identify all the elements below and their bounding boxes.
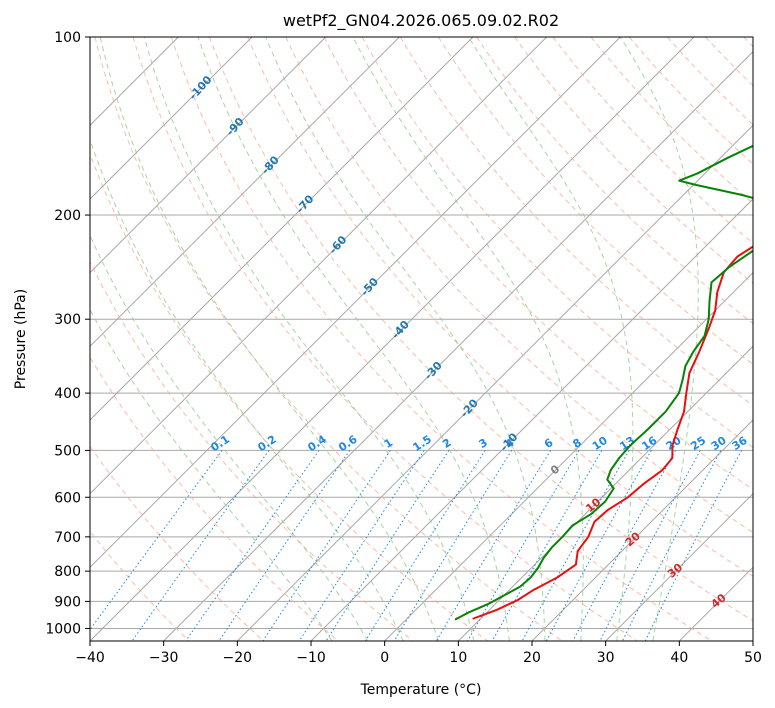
dry-adiabat-line: [628, 37, 753, 165]
dewpoint-profile-line: [454, 144, 753, 621]
moist-adiabat-line: [619, 37, 699, 641]
isotherm-line: [90, 37, 400, 348]
mixing-ratio-line: [90, 450, 223, 631]
y-tick-label: 700: [54, 530, 81, 546]
isotherm-line: [236, 124, 753, 641]
x-tick-label: 40: [670, 650, 688, 666]
y-axis-label: Pressure (hPa): [13, 289, 29, 389]
sounding-profiles: [454, 144, 753, 621]
y-tick-label: 200: [54, 208, 81, 224]
moist-adiabat-line: [265, 37, 546, 641]
mixing-ratio-line: [545, 450, 652, 641]
mixing-ratio-line: [572, 450, 676, 641]
mixing-ratio-line: [393, 450, 513, 641]
isotherm-line: [163, 50, 753, 641]
dry-adiabat-line: [209, 37, 753, 622]
dry-adiabat-line: [94, 37, 563, 641]
mixing-ratio-line: [364, 450, 486, 641]
isotherm-line: [90, 37, 548, 495]
dry-adiabat-line: [90, 260, 414, 641]
dry-adiabat-lines: [90, 37, 753, 641]
mixing-ratio-line: [185, 450, 320, 641]
x-tick-label: 0: [380, 650, 389, 666]
x-tick-label: 10: [449, 650, 467, 666]
isotherm-line: [90, 37, 621, 569]
x-axis-label: Temperature (°C): [360, 682, 482, 698]
mixing-ratio-line: [621, 450, 722, 641]
x-axis-ticks: −40 −30 −20 −10 0 10 20 30 40 50: [75, 641, 762, 666]
x-tick-label: 20: [523, 650, 541, 666]
isotherm-line: [90, 37, 327, 274]
mixing-ratio-line: [491, 450, 603, 641]
temperature-profile-line: [472, 245, 753, 620]
y-tick-label: 400: [54, 386, 81, 402]
mixing-ratio-line: [599, 450, 701, 641]
dry-adiabat-line: [90, 445, 264, 641]
isotherm-line: [384, 271, 753, 641]
mixing-ratio-line: [218, 450, 351, 641]
x-tick-label: 30: [597, 650, 615, 666]
mixing-ratio-line: [467, 450, 580, 641]
moist-adiabat-line: [99, 37, 439, 641]
y-axis-ticks: 100 200 300 400 500 600 700 800 900 1000: [45, 30, 90, 637]
y-tick-label: 600: [54, 490, 81, 506]
mixing-ratio-line: [521, 450, 630, 641]
y-tick-label: 300: [54, 312, 81, 328]
moist-adiabat-line: [90, 138, 404, 641]
isotherm-line: [90, 37, 474, 421]
isotherm-line: [531, 419, 753, 641]
isotherm-line: [605, 492, 753, 641]
dry-adiabat-line: [399, 37, 753, 407]
x-tick-label: −10: [296, 650, 326, 666]
dry-adiabat-line: [170, 37, 712, 641]
isobar-gridlines: [90, 37, 753, 629]
y-tick-label: 1000: [45, 621, 81, 637]
dry-adiabat-line: [437, 37, 753, 365]
moist-adiabat-line: [90, 234, 369, 641]
y-tick-label: 800: [54, 564, 81, 580]
moist-adiabat-lines: [90, 37, 699, 641]
dry-adiabat-line: [476, 37, 753, 325]
moist-adiabat-line: [352, 37, 584, 641]
dry-adiabat-line: [590, 37, 753, 205]
y-tick-label: 900: [54, 594, 81, 610]
isotherm-line: [310, 198, 753, 641]
chart-title: wetPf2_GN04.2026.065.09.02.R02: [283, 11, 559, 31]
dry-adiabat-line: [132, 37, 638, 641]
mixing-ratio-line: [435, 450, 552, 641]
dry-adiabat-line: [247, 37, 753, 577]
y-tick-label: 500: [54, 443, 81, 459]
x-tick-label: −30: [149, 650, 179, 666]
mixing-ratio-line: [325, 450, 450, 641]
plot-frame: [89, 36, 754, 642]
moist-adiabat-line: [143, 37, 475, 641]
x-tick-label: 50: [744, 650, 762, 666]
x-tick-label: −20: [223, 650, 253, 666]
x-tick-label: −40: [75, 650, 105, 666]
dry-adiabat-line: [514, 37, 753, 284]
mixing-ratio-lines: [90, 450, 742, 641]
isotherm-line: [90, 37, 695, 641]
isotherm-line: [90, 37, 253, 200]
y-tick-label: 100: [54, 30, 81, 46]
dry-adiabat-line: [361, 37, 753, 448]
